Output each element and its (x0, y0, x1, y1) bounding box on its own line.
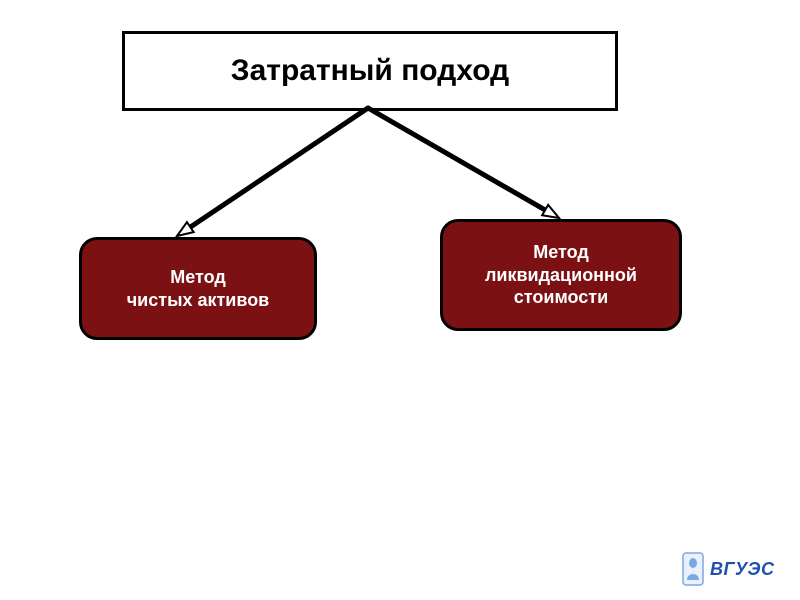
logo: ВГУЭС (682, 552, 774, 586)
diagram-canvas: Затратный подход Методчистых активов Мето… (0, 0, 800, 600)
logo-text: ВГУЭС (710, 559, 774, 580)
diagram-title-box: Затратный подход (122, 31, 618, 111)
method-box-right: Методликвидационнойстоимости (440, 219, 682, 331)
method-box-label: Методликвидационнойстоимости (485, 241, 637, 309)
logo-mark-icon (682, 552, 704, 586)
method-box-left: Методчистых активов (79, 237, 317, 340)
method-box-label: Методчистых активов (127, 266, 270, 311)
diagram-title-text: Затратный подход (231, 54, 509, 88)
